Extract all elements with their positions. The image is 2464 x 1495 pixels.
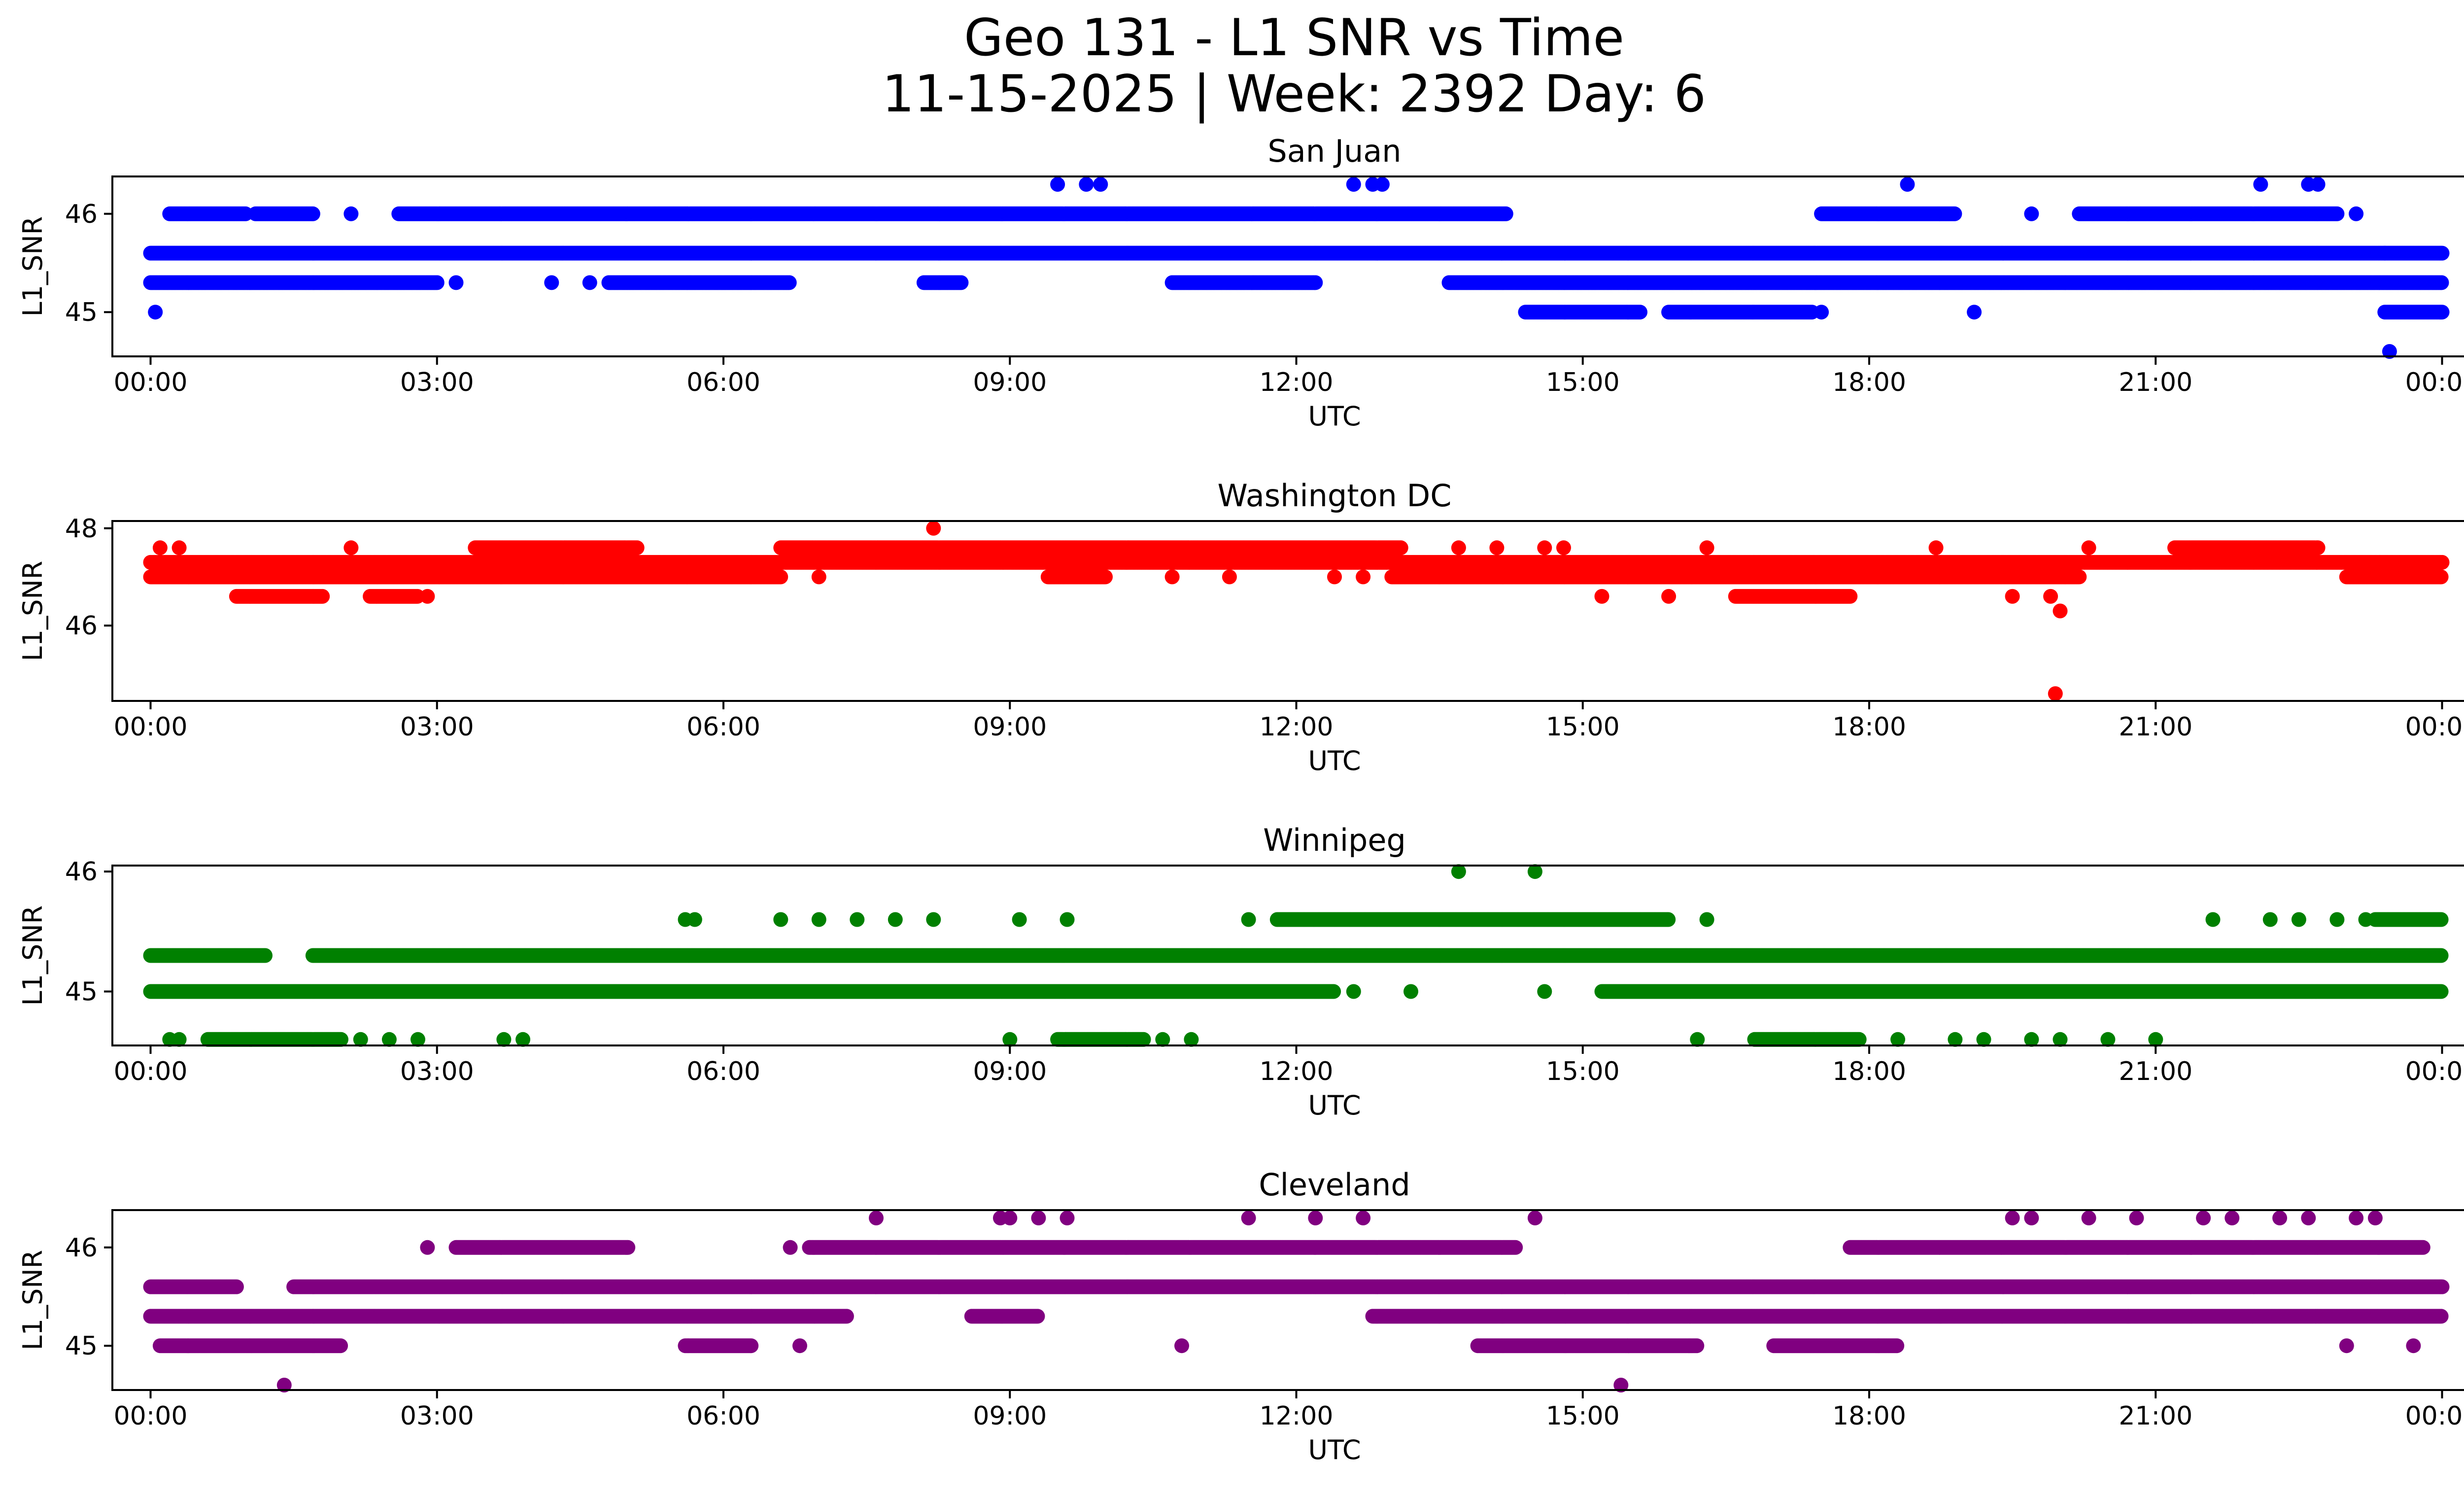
y-axis-label: L1_SNR [17, 216, 48, 317]
data-series [143, 177, 2450, 359]
data-point [2310, 177, 2326, 192]
subplot-title: San Juan [1267, 133, 1401, 169]
x-tick-label: 18:00 [1832, 368, 1906, 397]
data-point [1967, 305, 1982, 320]
data-point [343, 206, 359, 221]
data-point [954, 275, 969, 290]
data-point [782, 275, 797, 290]
x-tick-label: 06:00 [686, 368, 760, 397]
data-point [2024, 206, 2039, 221]
data-point [2329, 206, 2345, 221]
data-point [544, 275, 559, 290]
x-axis-label: UTC [1308, 401, 1361, 432]
x-tick-label: 12:00 [1260, 368, 1334, 397]
y-tick-label: 45 [65, 298, 98, 327]
data-point [1093, 177, 1108, 192]
figure-title-line2: 11-15-2025 | Week: 2392 Day: 6 [882, 65, 1706, 124]
y-tick-label: 46 [65, 200, 98, 229]
subplot-0: San Juan 00:00 03:00 06:00 09:00 12:00 15:00 18… [17, 133, 2464, 432]
data-point [305, 206, 320, 221]
x-tick-label: 00:00 [2405, 368, 2464, 397]
data-point [582, 275, 597, 290]
data-point [1374, 177, 1390, 192]
data-point [2434, 245, 2450, 261]
data-point [1346, 177, 1361, 192]
data-point [448, 275, 464, 290]
data-point [2349, 206, 2364, 221]
data-point [2434, 275, 2449, 290]
data-point [1633, 305, 1647, 320]
data-point [2377, 245, 2393, 261]
data-point [1900, 177, 1915, 192]
x-tick-label: 15:00 [1546, 368, 1620, 397]
data-point [2253, 177, 2268, 192]
x-tick-label: 00:00 [114, 368, 188, 397]
data-point [1814, 305, 1829, 320]
data-point [148, 305, 163, 320]
figure-title-line1: Geo 131 - L1 SNR vs Time [964, 8, 1624, 68]
subplot-title: Washington DC [1217, 478, 1451, 514]
data-point [2434, 305, 2450, 320]
data-point [1308, 275, 1323, 290]
x-tick-label: 21:00 [2119, 368, 2192, 397]
x-tick-label: 03:00 [400, 368, 474, 397]
data-point [1498, 206, 1513, 221]
data-point [429, 275, 445, 290]
x-tick-label: 09:00 [973, 368, 1047, 397]
data-point [1947, 206, 1962, 221]
data-point [1050, 177, 1065, 192]
data-point [1079, 177, 1094, 192]
